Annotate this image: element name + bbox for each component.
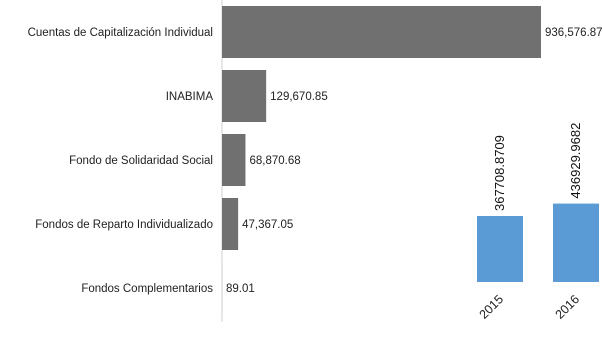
category-label: Cuentas de Capitalización Individual — [28, 27, 213, 39]
x-tick-label: 2016 — [553, 292, 583, 322]
data-label: 89.01 — [226, 283, 255, 295]
category-label: Fondo de Solidaridad Social — [69, 155, 213, 167]
data-label: 936,576.87 — [545, 27, 603, 39]
category-label: Fondos Complementarios — [81, 283, 213, 295]
bar — [477, 216, 523, 282]
bar — [222, 134, 246, 186]
bar — [222, 6, 541, 58]
data-label: 68,870.68 — [249, 155, 300, 167]
data-label: 367708.8709 — [492, 135, 507, 211]
data-label: 436929.9682 — [568, 123, 583, 199]
bar — [222, 198, 239, 250]
bar — [222, 70, 267, 122]
bar — [553, 203, 599, 282]
horizontal-bar-chart: Cuentas de Capitalización Individual 936,… — [28, 0, 603, 322]
vertical-bar-chart: 367708.8709 2015 436929.9682 2016 — [477, 123, 599, 322]
data-label: 47,367.05 — [242, 219, 293, 231]
category-label: Fondos de Reparto Individualizado — [35, 219, 213, 231]
x-tick-label: 2015 — [477, 292, 507, 322]
category-label: INABIMA — [166, 91, 214, 103]
data-label: 129,670.85 — [270, 91, 328, 103]
